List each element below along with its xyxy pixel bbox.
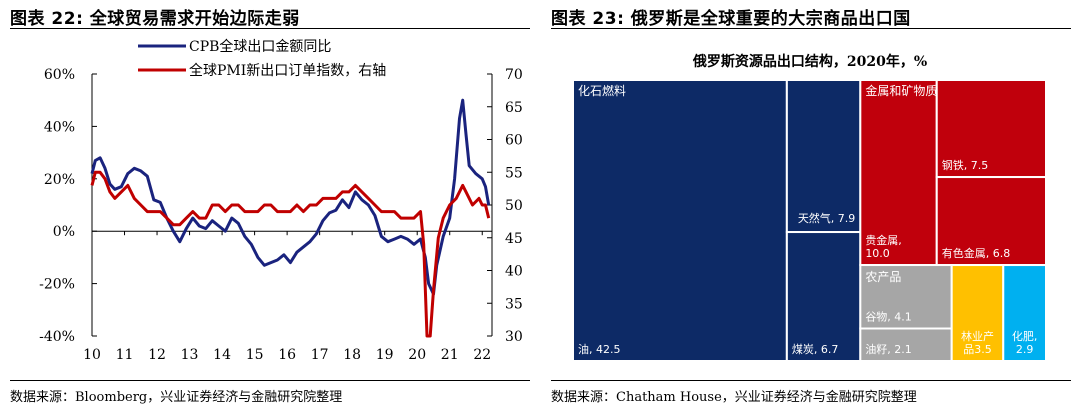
left-tick-label: 40% xyxy=(44,119,75,135)
x-tick-label: 19 xyxy=(376,347,394,363)
right-tick-label: 65 xyxy=(505,100,523,116)
treemap-title: 俄罗斯资源品出口结构，2020年，% xyxy=(692,53,927,70)
left-tick-label: 20% xyxy=(44,172,75,188)
left-tick-label: -40% xyxy=(39,329,75,345)
treemap-cell-steel xyxy=(935,79,1048,179)
x-tick-label: 17 xyxy=(311,347,329,363)
treemap-cell-label: 贵金属, xyxy=(865,233,902,247)
treemap-cell-label: 钢铁, 7.5 xyxy=(942,159,989,172)
treemap-cell-coal xyxy=(785,231,862,362)
left-tick-label: 60% xyxy=(44,67,75,83)
treemap-cell-oil xyxy=(572,79,788,362)
x-tick-label: 18 xyxy=(343,347,361,363)
right-tick-label: 70 xyxy=(505,67,523,83)
x-tick-label: 14 xyxy=(213,347,231,363)
treemap-cell-label: 品3.5 xyxy=(963,343,992,356)
line-chart: -40% -20% 0% 20% 40% 60% 30 35 40 45 50 55 60 65 70 10 1… xyxy=(39,38,523,363)
x-tick-label: 11 xyxy=(116,347,134,363)
treemap-cell-oilseeds xyxy=(859,327,953,363)
left-source-rule xyxy=(10,380,530,381)
treemap-group-label-agri: 农产品 xyxy=(865,270,901,284)
right-tick-label: 30 xyxy=(505,329,523,345)
x-tick-label: 20 xyxy=(408,347,426,363)
treemap-cell-label: 油籽, 2.1 xyxy=(865,342,912,356)
treemap-cell-forestry xyxy=(950,264,1005,362)
treemap-cell-label: 谷物, 4.1 xyxy=(865,310,912,324)
left-title-rule xyxy=(10,28,530,29)
treemap-cell-gas xyxy=(785,79,862,234)
left-figure-title: 图表 22: 全球贸易需求开始边际走弱 xyxy=(10,9,300,29)
treemap-cell-label: 林业产 xyxy=(961,329,994,343)
x-tick-label: 21 xyxy=(441,347,459,363)
right-tick-label: 55 xyxy=(505,165,523,181)
treemap-cell-fertilizer xyxy=(1002,264,1048,362)
left-tick-label: 0% xyxy=(53,224,75,240)
right-tick-label: 45 xyxy=(505,231,523,247)
x-tick-label: 13 xyxy=(181,347,199,363)
right-source-rule xyxy=(551,380,1071,381)
legend-label: 全球PMI新出口订单指数，右轴 xyxy=(189,62,386,79)
left-source: 数据来源：Bloomberg，兴业证券经济与金融研究院整理 xyxy=(10,390,343,405)
left-tick-label: -20% xyxy=(39,277,75,293)
x-tick-label: 10 xyxy=(83,347,101,363)
treemap-group-label-metals: 金属和矿物质 xyxy=(865,83,937,98)
right-tick-label: 50 xyxy=(505,198,523,214)
treemap-cell-precious-metals xyxy=(859,79,938,267)
treemap-cell-label: 化肥, xyxy=(1012,329,1038,343)
series-line-cpb-export xyxy=(90,98,491,296)
right-title-rule xyxy=(551,28,1071,29)
right-source: 数据来源：Chatham House，兴业证券经济与金融研究院整理 xyxy=(551,390,917,405)
right-figure-title: 图表 23: 俄罗斯是全球重要的大宗商品出口国 xyxy=(551,9,911,29)
treemap-cell-label: 2.9 xyxy=(1016,343,1034,356)
treemap-group-label-fossil: 化石燃料 xyxy=(578,83,626,98)
treemap-cell-label: 油, 42.5 xyxy=(578,342,621,356)
right-tick-label: 40 xyxy=(505,264,523,280)
right-tick-label: 60 xyxy=(505,133,523,149)
x-tick-label: 22 xyxy=(473,347,491,363)
x-tick-label: 12 xyxy=(148,347,166,363)
legend-label: CPB全球出口金额同比 xyxy=(189,38,331,55)
treemap-cell-label: 煤炭, 6.7 xyxy=(792,343,839,356)
x-tick-label: 16 xyxy=(278,347,296,363)
treemap-cell-label: 天然气, 7.9 xyxy=(798,211,856,225)
treemap-cell-label: 10.0 xyxy=(865,247,890,260)
treemap-cell-label: 有色金属, 6.8 xyxy=(942,246,1011,260)
right-tick-label: 35 xyxy=(505,296,523,312)
series-line-pmi-export-orders xyxy=(90,170,491,338)
x-tick-label: 15 xyxy=(246,347,264,363)
